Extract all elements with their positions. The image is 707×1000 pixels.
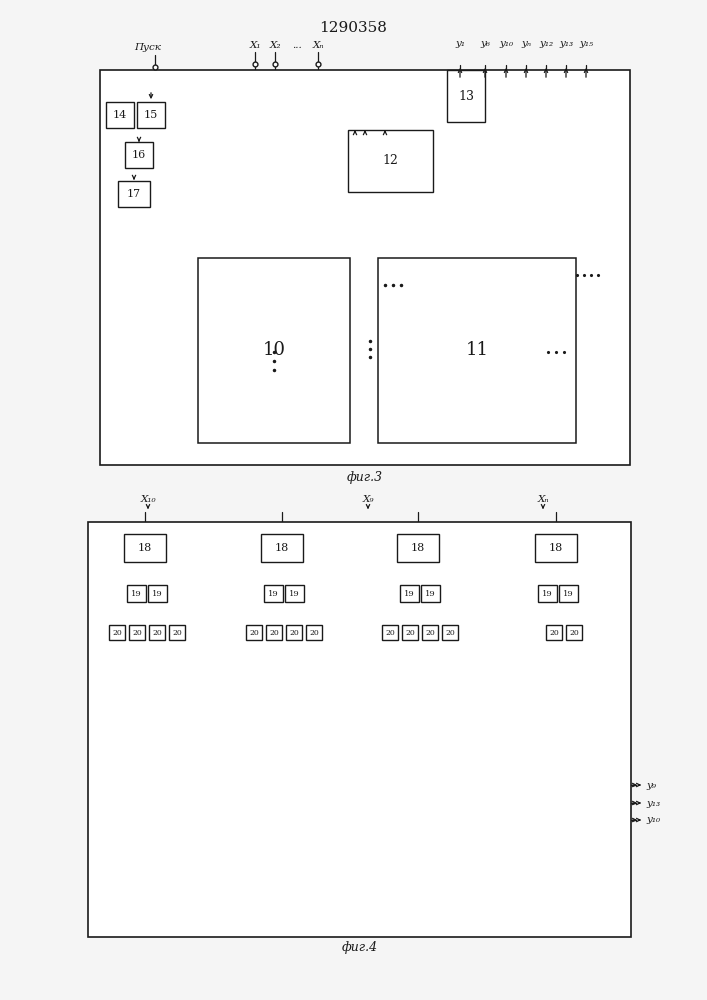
Bar [124, 534, 166, 562]
Bar [382, 625, 398, 640]
Bar [447, 70, 485, 122]
Bar [546, 625, 562, 640]
Text: X₁: X₁ [250, 40, 261, 49]
Text: 18: 18 [275, 543, 289, 553]
Bar [402, 625, 418, 640]
Bar [397, 534, 439, 562]
Bar [246, 625, 262, 640]
Text: фиг.4: фиг.4 [342, 942, 378, 954]
Bar [109, 625, 125, 640]
Bar [100, 70, 630, 465]
Text: y₆: y₆ [480, 38, 490, 47]
Text: 16: 16 [132, 150, 146, 160]
Text: 19: 19 [404, 590, 414, 598]
Bar [264, 585, 283, 602]
Text: 20: 20 [112, 629, 122, 637]
Text: y₁₅: y₁₅ [579, 38, 593, 47]
Text: 19: 19 [288, 590, 299, 598]
Bar [261, 534, 303, 562]
Bar [306, 625, 322, 640]
Text: 20: 20 [425, 629, 435, 637]
Bar [566, 625, 582, 640]
Text: 20: 20 [172, 629, 182, 637]
Bar [421, 585, 440, 602]
Text: 18: 18 [549, 543, 563, 553]
Text: y₉: y₉ [646, 780, 656, 790]
Text: 19: 19 [268, 590, 279, 598]
Text: Пуск: Пуск [134, 43, 161, 52]
Text: y₁₀: y₁₀ [646, 816, 660, 824]
Bar [400, 585, 419, 602]
Bar [559, 585, 578, 602]
Bar [149, 625, 165, 640]
Text: 10: 10 [262, 341, 286, 359]
Text: 13: 13 [458, 90, 474, 103]
Bar [378, 258, 576, 443]
Text: 20: 20 [132, 629, 142, 637]
Bar [442, 625, 458, 640]
Text: 1290358: 1290358 [319, 21, 387, 35]
Text: 20: 20 [269, 629, 279, 637]
Bar [286, 625, 302, 640]
Text: 12: 12 [382, 154, 398, 167]
Text: 20: 20 [445, 629, 455, 637]
Text: y₁₃: y₁₃ [646, 798, 660, 808]
Text: X₁₀: X₁₀ [140, 495, 156, 504]
Text: 20: 20 [549, 629, 559, 637]
Bar [285, 585, 304, 602]
Bar [148, 585, 167, 602]
Text: 18: 18 [411, 543, 425, 553]
Bar [348, 130, 433, 192]
Bar [137, 102, 165, 128]
Text: X₉: X₉ [362, 495, 374, 504]
Bar [169, 625, 185, 640]
Bar [125, 142, 153, 168]
Text: 19: 19 [131, 590, 141, 598]
Bar [266, 625, 282, 640]
Text: 20: 20 [309, 629, 319, 637]
Text: 17: 17 [127, 189, 141, 199]
Text: y₁₀: y₁₀ [499, 38, 513, 47]
Bar [422, 625, 438, 640]
Text: X₂: X₂ [269, 40, 281, 49]
Text: Xₙ: Xₙ [537, 495, 549, 504]
Text: y₁₃: y₁₃ [559, 38, 573, 47]
Text: 14: 14 [113, 110, 127, 120]
Text: 20: 20 [569, 629, 579, 637]
Text: фиг.3: фиг.3 [347, 471, 383, 484]
Bar [535, 534, 577, 562]
Text: 19: 19 [542, 590, 552, 598]
Text: Xₙ: Xₙ [312, 40, 324, 49]
Text: ...: ... [292, 40, 302, 49]
Text: 11: 11 [465, 341, 489, 359]
Text: 20: 20 [289, 629, 299, 637]
Text: 15: 15 [144, 110, 158, 120]
Text: 20: 20 [385, 629, 395, 637]
Text: y₁: y₁ [455, 38, 465, 47]
Bar [127, 585, 146, 602]
Bar [538, 585, 557, 602]
Bar [106, 102, 134, 128]
Text: 19: 19 [425, 590, 436, 598]
Text: 19: 19 [563, 590, 573, 598]
Text: y₁₂: y₁₂ [539, 38, 553, 47]
Text: 20: 20 [249, 629, 259, 637]
Text: 20: 20 [405, 629, 415, 637]
Text: 20: 20 [152, 629, 162, 637]
Bar [129, 625, 145, 640]
Text: yₙ: yₙ [521, 38, 531, 47]
Bar [198, 258, 350, 443]
Bar [118, 181, 150, 207]
Text: 19: 19 [151, 590, 163, 598]
Bar [88, 522, 631, 937]
Text: 18: 18 [138, 543, 152, 553]
